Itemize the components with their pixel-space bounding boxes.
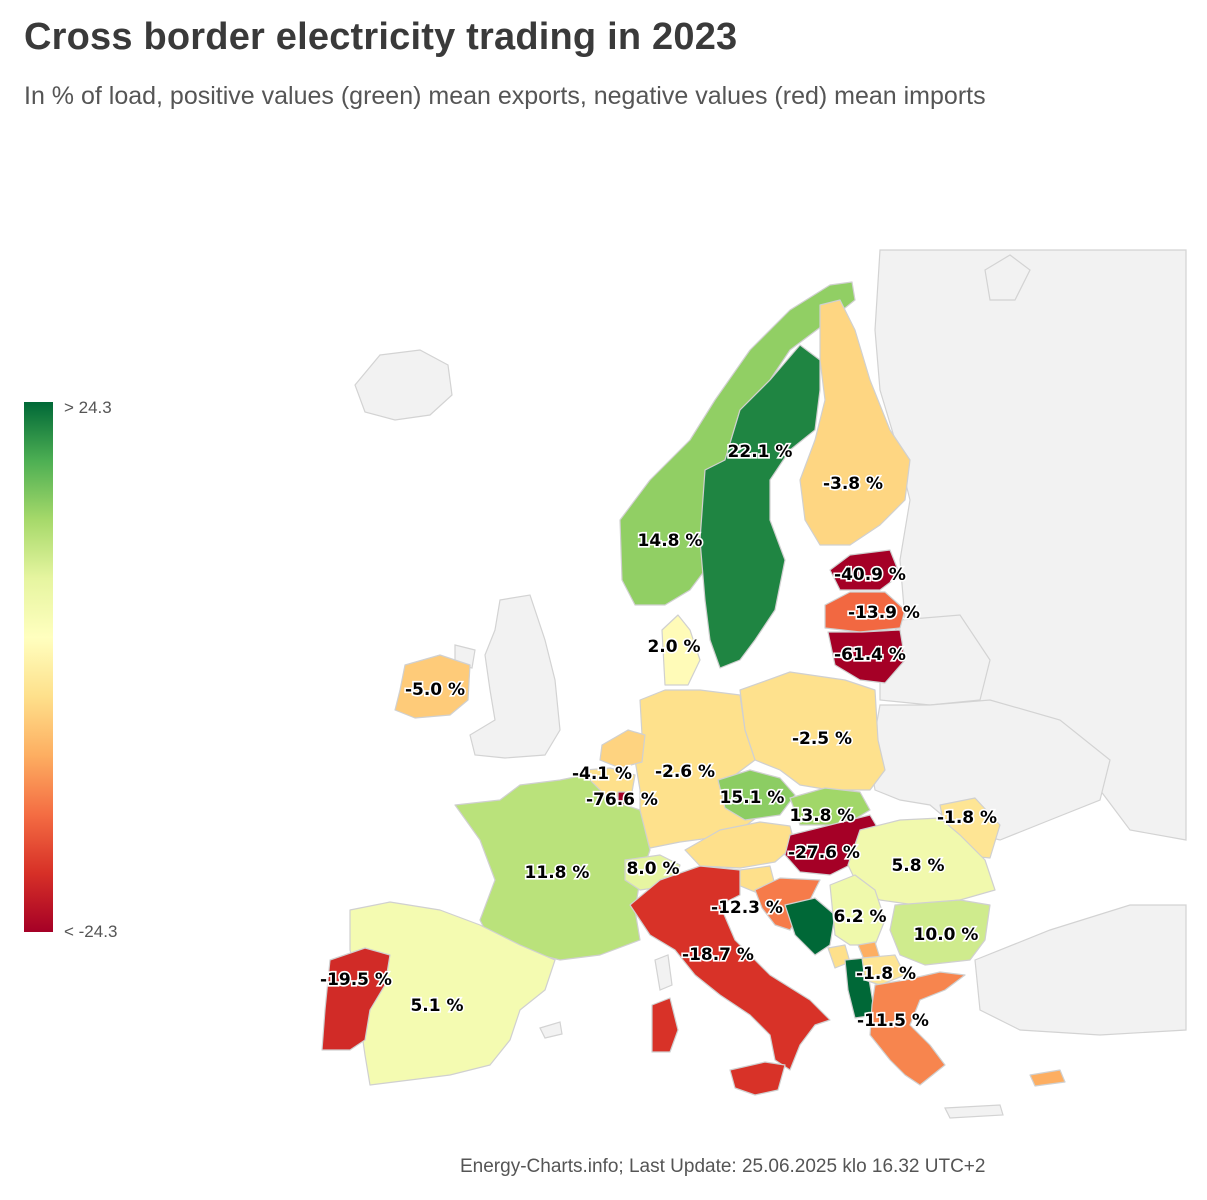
value-label-pt: -19.5 % xyxy=(320,970,392,990)
country-luxembourg[interactable] xyxy=(617,791,631,807)
country-italy-sicily[interactable] xyxy=(729,1061,786,1096)
land-turkey xyxy=(974,904,1187,1036)
country-serbia[interactable] xyxy=(829,874,886,946)
country-cyprus[interactable] xyxy=(1029,1069,1066,1087)
country-czechia[interactable] xyxy=(717,769,796,821)
country-norway[interactable] xyxy=(619,281,856,606)
value-label-fr: 11.8 % xyxy=(525,863,590,883)
color-scale-legend xyxy=(24,402,53,932)
value-label-hu: -27.6 % xyxy=(788,843,860,863)
value-label-rs: 6.2 % xyxy=(833,907,886,927)
country-slovakia[interactable] xyxy=(789,787,871,826)
source-footer: Energy-Charts.info; Last Update: 25.06.2… xyxy=(460,1156,986,1177)
country-shapes xyxy=(321,281,1066,1096)
country-sweden[interactable] xyxy=(699,344,821,669)
land-balearics xyxy=(539,1021,563,1039)
value-labels: 22.1 % -3.8 % 14.8 % -40.9 % -13.9 % -61.4 % 2… xyxy=(318,440,998,1032)
value-label-es: 5.1 % xyxy=(410,996,463,1016)
value-label-no: 14.8 % xyxy=(638,531,703,551)
legend-max-label: > 24.3 xyxy=(64,398,112,417)
value-label-gr: -11.5 % xyxy=(857,1011,929,1031)
value-label-sk: 13.8 % xyxy=(790,806,855,826)
value-label-se: 22.1 % xyxy=(728,442,793,462)
value-label-lv: -13.9 % xyxy=(848,603,920,623)
value-label-bg: 10.0 % xyxy=(914,925,979,945)
country-italy[interactable] xyxy=(629,865,831,1071)
country-finland[interactable] xyxy=(799,299,911,546)
land-ukraine xyxy=(869,699,1111,841)
country-north-macedonia[interactable] xyxy=(861,954,906,986)
country-netherlands[interactable] xyxy=(599,729,646,769)
value-label-md: -1.8 % xyxy=(937,808,997,828)
land-great-britain xyxy=(469,594,561,759)
land-iceland xyxy=(354,349,453,421)
page-title: Cross border electricity trading in 2023 xyxy=(24,16,738,58)
value-label-dk: 2.0 % xyxy=(647,637,700,657)
land-svalbard xyxy=(984,254,1031,301)
country-portugal[interactable] xyxy=(321,947,391,1051)
value-label-hr: -12.3 % xyxy=(711,898,783,918)
value-label-ie: -5.0 % xyxy=(405,680,465,700)
country-bosnia[interactable] xyxy=(784,897,836,956)
value-label-lu: -76.6 % xyxy=(586,790,658,810)
value-label-lt: -61.4 % xyxy=(834,645,906,665)
value-label-fi: -3.8 % xyxy=(823,474,883,494)
value-label-cz: 15.1 % xyxy=(720,788,785,808)
country-greece[interactable] xyxy=(869,971,966,1086)
country-estonia[interactable] xyxy=(829,549,901,591)
value-label-ee: -40.9 % xyxy=(834,565,906,585)
value-label-it: -18.7 % xyxy=(682,945,754,965)
value-label-ch: 8.0 % xyxy=(626,859,679,879)
value-label-nl: -4.1 % xyxy=(572,764,632,784)
value-label-ro: 5.8 % xyxy=(891,856,944,876)
country-lithuania[interactable] xyxy=(827,629,906,684)
country-ireland[interactable] xyxy=(394,654,471,719)
country-latvia[interactable] xyxy=(824,591,906,633)
legend-min-label: < -24.3 xyxy=(64,922,118,941)
value-label-pl: -2.5 % xyxy=(792,729,852,749)
land-crete xyxy=(944,1104,1004,1119)
background-land xyxy=(354,249,1187,1119)
value-label-de: -2.6 % xyxy=(655,762,715,782)
page-subtitle: In % of load, positive values (green) me… xyxy=(24,82,986,110)
value-label-mk: -1.8 % xyxy=(856,964,916,984)
country-denmark[interactable] xyxy=(661,614,701,686)
land-corsica xyxy=(654,954,673,991)
country-italy-sardinia[interactable] xyxy=(651,997,679,1053)
country-bulgaria[interactable] xyxy=(889,899,991,966)
